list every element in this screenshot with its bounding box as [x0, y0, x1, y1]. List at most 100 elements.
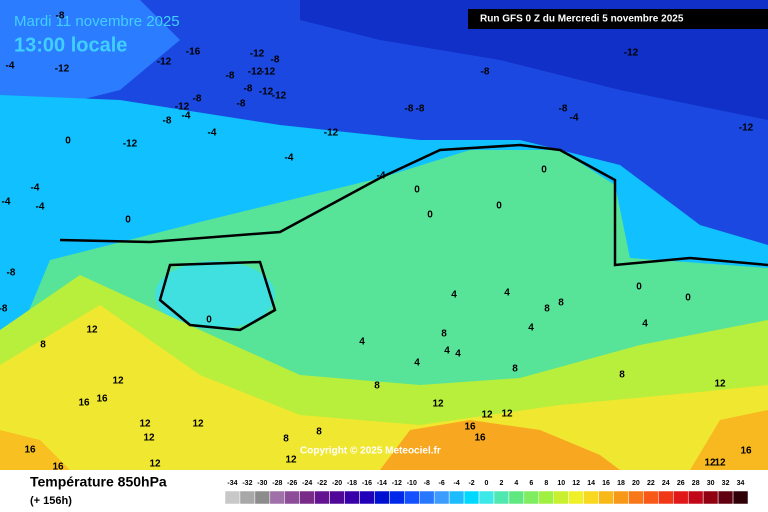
contour-label: -8: [237, 99, 246, 110]
contour-label: -12: [324, 128, 339, 139]
contour-label: -12: [175, 102, 190, 113]
colorbar-tick-label: 10: [557, 480, 565, 487]
colorbar-tick-label: 24: [662, 480, 670, 487]
colorbar-swatch: [374, 490, 390, 505]
contour-label: 12: [432, 399, 444, 410]
contour-label: 12: [192, 419, 204, 430]
contour-label: -4: [6, 61, 15, 72]
colorbar-tick-label: -12: [392, 480, 402, 487]
contour-label: 16: [96, 394, 108, 405]
contour-labels: -4 -12-8-16-12-12-8-8 -12-12-8 -12-12-8-12-…: [0, 11, 754, 473]
contour-label: -12: [739, 123, 754, 134]
contour-label: 8: [544, 304, 550, 315]
colorbar-tick-label: 32: [722, 480, 730, 487]
colorbar-swatch: [359, 490, 375, 505]
contour-label: 4: [504, 288, 510, 299]
contour-label: 0: [427, 210, 433, 221]
colorbar-swatch: [254, 490, 271, 505]
colorbar-swatch: [493, 490, 510, 505]
contour-label: 12: [714, 458, 726, 469]
colorbar-swatch: [419, 490, 435, 505]
run-info: Run GFS 0 Z du Mercredi 5 novembre 2025: [480, 14, 684, 25]
colorbar-swatch: [538, 490, 554, 505]
colorbar-swatch: [613, 490, 629, 505]
colorbar-swatch: [643, 490, 659, 505]
contour-label: -8: [0, 304, 8, 315]
contour-label: 4: [359, 337, 365, 348]
contour-label: 8: [316, 427, 322, 438]
contour-label: -4: [208, 128, 217, 139]
contour-label: 0: [496, 201, 502, 212]
colorbar-swatch: [702, 490, 719, 505]
colorbar-swatch: [687, 490, 704, 505]
colorbar-tick-label: -26: [287, 480, 297, 487]
colorbar-tick-label: -6: [439, 480, 445, 487]
colorbar-tick-label: 26: [677, 480, 685, 487]
colorbar-tick-label: 0: [485, 480, 489, 487]
contour-label: 8: [374, 381, 380, 392]
colorbar-tick-label: 6: [529, 480, 533, 487]
colorbar-tick-label: 16: [602, 480, 610, 487]
colorbar-tick-label: 4: [514, 480, 518, 487]
colorbar-swatch: [628, 490, 644, 505]
contour-label: -12: [259, 87, 274, 98]
colorbar-swatch: [553, 490, 569, 505]
contour-label: -8: [193, 94, 202, 105]
contour-label: 16: [464, 422, 476, 433]
colorbar-tick-label: -32: [242, 480, 252, 487]
contour-label: -4: [570, 113, 579, 124]
copyright: Copyright © 2025 Meteociel.fr: [300, 446, 441, 457]
contour-label: -8: [271, 55, 280, 66]
colorbar-swatch: [239, 490, 256, 505]
contour-label: -12: [248, 67, 263, 78]
colorbar-tick-label: -16: [362, 480, 372, 487]
contour-label: 4: [528, 323, 534, 334]
colorbar-swatch: [329, 490, 345, 505]
colorbar-tick-label: 2: [499, 480, 503, 487]
contour-label: -8: [481, 67, 490, 78]
colorbar: -34 -32 -30 -28 -26 -24 -22 -20 -18 -16 -14 -12 -10-…: [224, 480, 749, 505]
contour-label: -4: [377, 171, 386, 182]
colorbar-swatch: [463, 490, 480, 505]
colorbar-swatch: [224, 490, 241, 505]
date: Mardi 11 novembre 2025: [14, 13, 180, 30]
colorbar-tick-label: -30: [257, 480, 267, 487]
contour-label: 16: [24, 445, 36, 456]
contour-label: -12: [624, 48, 639, 59]
contour-label: 16: [740, 446, 752, 457]
colorbar-tick-label: -22: [317, 480, 327, 487]
colorbar-tick-label: -10: [407, 480, 417, 487]
contour-label: 8: [558, 298, 564, 309]
contour-label: -8: [163, 116, 172, 127]
contour-label: 8: [283, 434, 289, 445]
contour-label: 12: [285, 455, 297, 466]
contour-label: -8: [7, 268, 16, 279]
contour-label: -4: [36, 202, 45, 213]
contour-label: -4: [2, 197, 11, 208]
contour-label: 12: [86, 325, 98, 336]
contour-label: -8: [226, 71, 235, 82]
contour-label: 4: [455, 349, 461, 360]
contour-label: 0: [65, 136, 71, 147]
contour-label: 8: [441, 329, 447, 340]
contour-label: 12: [704, 458, 716, 469]
colorbar-tick-label: 12: [572, 480, 580, 487]
contour-label: 12: [112, 376, 124, 387]
colorbar-swatch: [269, 490, 286, 505]
contour-label: 4: [444, 346, 450, 357]
colorbar-swatch: [673, 490, 689, 505]
contour-label: -12: [272, 91, 287, 102]
colorbar-tick-label: -4: [453, 480, 459, 487]
contour-label: -8: [56, 11, 65, 22]
colorbar-swatch: [299, 490, 315, 505]
contour-label: -8: [416, 104, 425, 115]
contour-label: 16: [474, 433, 486, 444]
contour-label: 12: [139, 419, 151, 430]
contour-label: 12: [481, 410, 493, 421]
contour-label: 0: [414, 185, 420, 196]
contour-label: 4: [414, 358, 420, 369]
contour-label: -12: [123, 139, 138, 150]
colorbar-swatch: [344, 490, 360, 505]
contour-label: 4: [642, 319, 648, 330]
